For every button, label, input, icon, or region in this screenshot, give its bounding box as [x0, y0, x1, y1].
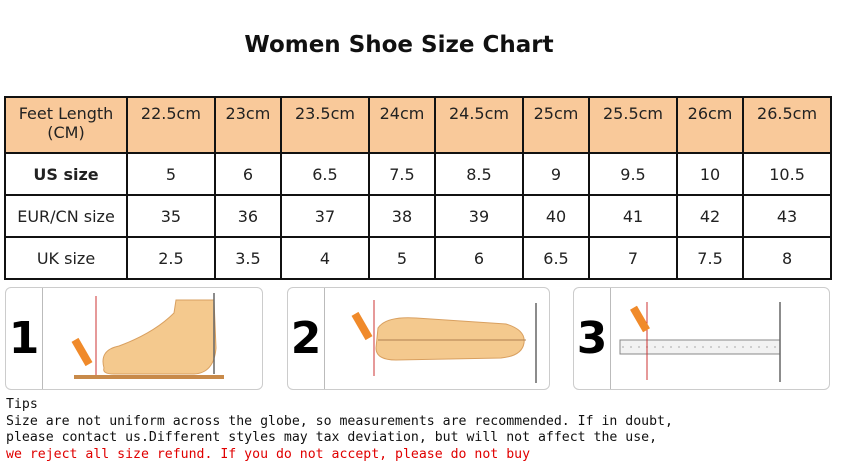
refund-warning: we reject all size refund. If you do not…	[6, 446, 531, 462]
table-cell: 6	[434, 236, 524, 280]
table-cell: 5	[367, 236, 437, 280]
table-cell: 9	[521, 152, 591, 196]
tips-line: please contact us.Different styles may t…	[6, 430, 658, 446]
row-label: US size	[4, 152, 128, 196]
table-cell: 23cm	[213, 96, 283, 154]
table-cell: 35	[126, 194, 216, 238]
row-label: EUR/CN size	[4, 194, 128, 238]
table-cell: 37	[280, 194, 370, 238]
table-cell: 42	[675, 194, 745, 238]
foot-top-illustration	[351, 300, 537, 383]
tips-section: Tips Size are not uniform across the glob…	[6, 397, 673, 463]
tips-line: Size are not uniform across the globe, s…	[6, 413, 673, 429]
foot-side-illustration	[71, 293, 224, 379]
table-cell: 4	[280, 236, 370, 280]
table-cell: 25.5cm	[588, 96, 678, 154]
table-cell: 2.5	[126, 236, 216, 280]
table-cell: 22.5cm	[126, 96, 216, 154]
table-cell: 25cm	[521, 96, 591, 154]
table-cell: 26cm	[675, 96, 745, 154]
step-3-panel: 3	[573, 287, 830, 390]
step-1-panel: 1	[5, 287, 263, 390]
table-row: EUR/CN size 35 36 37 38 39 40 41 42 43	[4, 194, 832, 238]
table-cell: 7.5	[367, 152, 437, 196]
table-cell: 38	[367, 194, 437, 238]
page-title: Women Shoe Size Chart	[244, 32, 554, 58]
tips-heading: Tips	[6, 397, 38, 412]
table-cell: 39	[434, 194, 524, 238]
table-cell: 23.5cm	[280, 96, 370, 154]
table-row: UK size 2.5 3.5 4 5 6 6.5 7 7.5 8	[4, 236, 832, 280]
ruler-illustration	[619, 302, 781, 382]
table-cell: 9.5	[588, 152, 678, 196]
size-chart-table: Feet Length (CM) 22.5cm 23cm 23.5cm 24cm 24.…	[4, 96, 832, 280]
table-cell: 24.5cm	[434, 96, 524, 154]
table-cell: 5	[126, 152, 216, 196]
table-cell: 6	[213, 152, 283, 196]
step-number: 1	[6, 288, 43, 389]
table-cell: 26.5cm	[742, 96, 832, 154]
step-number: 3	[574, 288, 611, 389]
table-cell: 41	[588, 194, 678, 238]
table-cell: 3.5	[213, 236, 283, 280]
table-cell: 10	[675, 152, 745, 196]
table-header-row: Feet Length (CM) 22.5cm 23cm 23.5cm 24cm 24.…	[4, 96, 832, 154]
header-label: Feet Length (CM)	[4, 96, 128, 154]
table-cell: 36	[213, 194, 283, 238]
table-cell: 6.5	[280, 152, 370, 196]
table-row: US size 5 6 6.5 7.5 8.5 9 9.5 10 10.5	[4, 152, 832, 196]
step-2-panel: 2	[287, 287, 550, 390]
table-cell: 24cm	[367, 96, 437, 154]
table-cell: 8.5	[434, 152, 524, 196]
step-number: 2	[288, 288, 325, 389]
table-cell: 8	[742, 236, 832, 280]
table-cell: 6.5	[521, 236, 591, 280]
table-cell: 40	[521, 194, 591, 238]
table-cell: 7	[588, 236, 678, 280]
table-cell: 7.5	[675, 236, 745, 280]
table-cell: 10.5	[742, 152, 832, 196]
row-label: UK size	[4, 236, 128, 280]
table-cell: 43	[742, 194, 832, 238]
